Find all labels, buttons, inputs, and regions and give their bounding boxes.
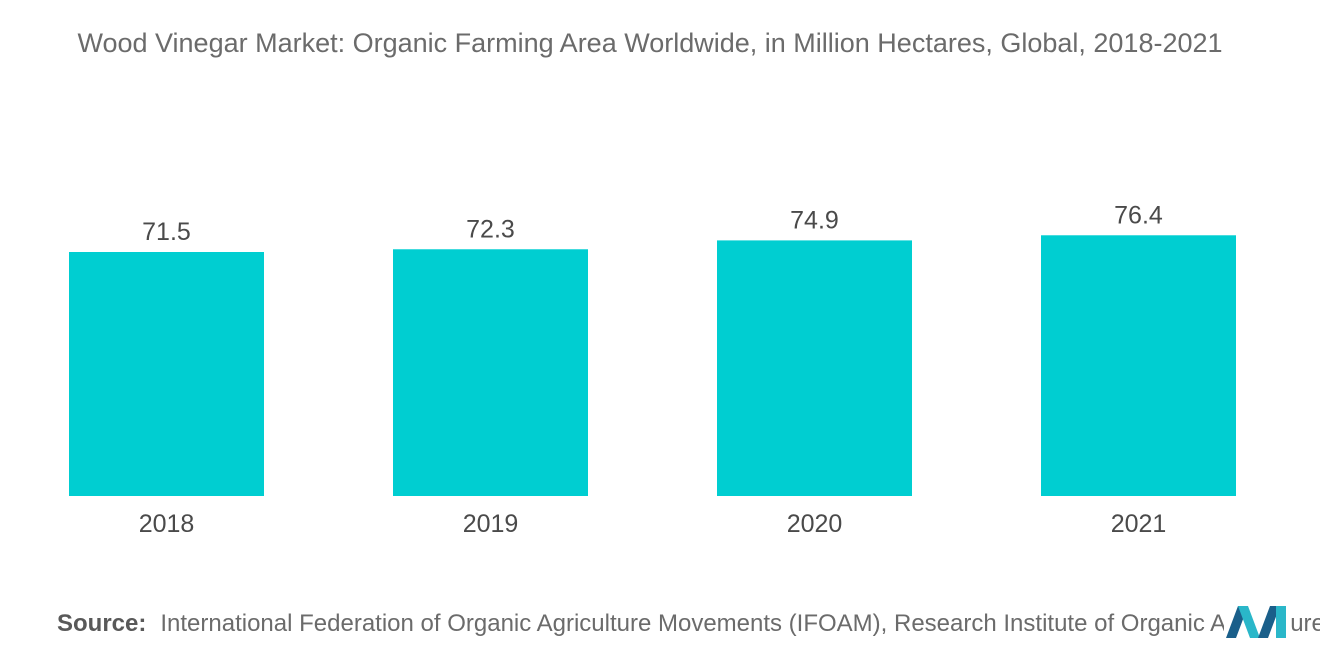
bar-2020 <box>717 240 912 496</box>
source-text: International Federation of Organic Agri… <box>160 610 1320 637</box>
chart-title: Wood Vinegar Market: Organic Farming Are… <box>77 28 1223 58</box>
source-label: Source: <box>57 610 147 637</box>
x-tick-label-2019: 2019 <box>463 510 519 538</box>
data-label-2021: 76.4 <box>1114 201 1163 229</box>
data-label-2018: 71.5 <box>142 218 191 246</box>
x-tick-label-2021: 2021 <box>1111 510 1167 538</box>
bar-chart: 71.5 2018 72.3 2019 74.9 2020 76.4 2021 <box>69 201 1236 538</box>
data-label-2020: 74.9 <box>790 206 839 234</box>
bar-2021 <box>1041 235 1236 496</box>
x-tick-label-2018: 2018 <box>139 510 195 538</box>
bar-2018 <box>69 252 264 496</box>
mordor-logo-icon <box>1224 600 1290 640</box>
source-line: Source: International Federation of Organ… <box>57 610 1320 638</box>
bar-2019 <box>393 249 588 496</box>
data-label-2019: 72.3 <box>466 215 515 243</box>
x-tick-label-2020: 2020 <box>787 510 843 538</box>
